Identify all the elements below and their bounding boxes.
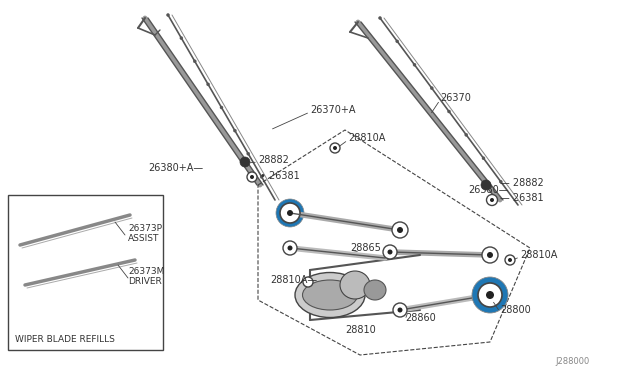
Circle shape <box>387 250 392 254</box>
Bar <box>8 195 163 350</box>
Ellipse shape <box>295 273 365 317</box>
Circle shape <box>260 175 263 179</box>
Circle shape <box>508 258 512 262</box>
Text: 28810: 28810 <box>345 325 376 335</box>
Circle shape <box>472 277 508 313</box>
Circle shape <box>430 87 433 90</box>
Text: ASSIST: ASSIST <box>128 234 159 243</box>
Circle shape <box>378 16 381 19</box>
Circle shape <box>447 110 451 113</box>
Ellipse shape <box>303 280 358 310</box>
Ellipse shape <box>340 271 370 299</box>
Circle shape <box>234 129 236 132</box>
Circle shape <box>306 280 310 284</box>
Circle shape <box>499 180 502 183</box>
Text: 26373P: 26373P <box>128 224 162 232</box>
Text: — 26381: — 26381 <box>500 193 543 203</box>
Text: 26373M: 26373M <box>128 267 164 276</box>
Circle shape <box>396 40 399 43</box>
Circle shape <box>220 106 223 109</box>
Text: 26370: 26370 <box>440 93 471 103</box>
Circle shape <box>397 227 403 233</box>
Circle shape <box>397 308 403 312</box>
Circle shape <box>276 199 304 227</box>
Text: WIPER BLADE REFILLS: WIPER BLADE REFILLS <box>15 336 115 344</box>
Circle shape <box>505 255 515 265</box>
Text: J288000: J288000 <box>556 357 590 366</box>
Circle shape <box>481 180 491 190</box>
Circle shape <box>465 134 468 137</box>
Circle shape <box>393 303 407 317</box>
Circle shape <box>247 152 250 155</box>
Circle shape <box>193 60 196 63</box>
Text: 26380+A—: 26380+A— <box>148 163 203 173</box>
Circle shape <box>383 245 397 259</box>
Text: 26380—: 26380— <box>468 185 509 195</box>
Ellipse shape <box>364 280 386 300</box>
Circle shape <box>207 83 210 86</box>
Circle shape <box>280 203 300 223</box>
Circle shape <box>487 252 493 258</box>
Circle shape <box>240 157 250 167</box>
Circle shape <box>250 175 254 179</box>
Text: • 26381: • 26381 <box>260 171 300 181</box>
Circle shape <box>482 157 485 160</box>
Text: 28800: 28800 <box>500 305 531 315</box>
Text: 28810A: 28810A <box>520 250 557 260</box>
Circle shape <box>478 283 502 307</box>
Circle shape <box>180 36 183 40</box>
Text: 28860: 28860 <box>405 313 436 323</box>
Text: 28810A—: 28810A— <box>270 275 317 285</box>
Circle shape <box>287 210 293 216</box>
Circle shape <box>283 241 297 255</box>
Circle shape <box>486 291 494 299</box>
Text: 28810A: 28810A <box>348 133 385 143</box>
Text: DRIVER: DRIVER <box>128 278 162 286</box>
Circle shape <box>490 198 494 202</box>
Circle shape <box>330 143 340 153</box>
Circle shape <box>303 277 313 287</box>
Text: 28882: 28882 <box>258 155 289 165</box>
Circle shape <box>413 63 416 66</box>
Circle shape <box>482 247 498 263</box>
Circle shape <box>392 222 408 238</box>
Circle shape <box>287 246 292 250</box>
Circle shape <box>486 195 497 205</box>
Text: 28865: 28865 <box>350 243 381 253</box>
Text: — 28882: — 28882 <box>500 178 544 188</box>
Circle shape <box>247 172 257 182</box>
Text: 26370+A: 26370+A <box>310 105 355 115</box>
Circle shape <box>333 146 337 150</box>
Circle shape <box>166 13 170 16</box>
